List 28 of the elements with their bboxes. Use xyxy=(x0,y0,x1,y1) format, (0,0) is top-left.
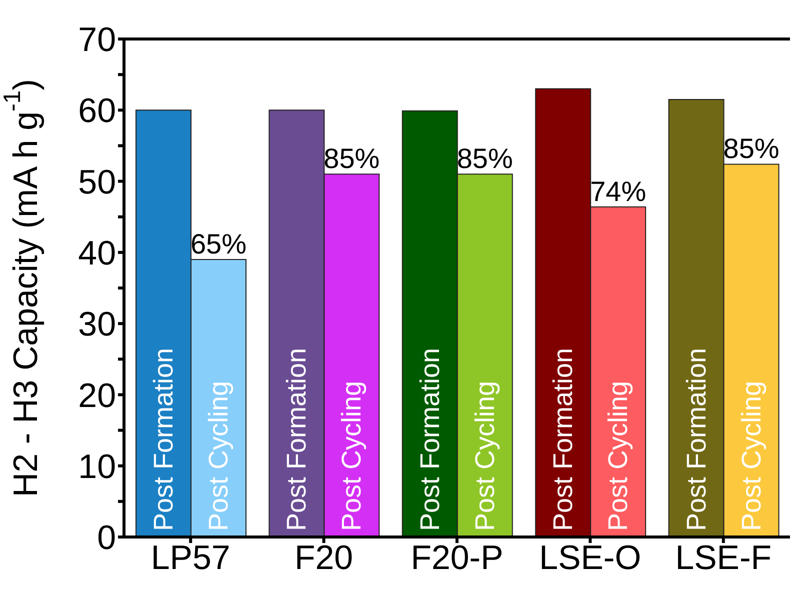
x-tick-label: LSE-O xyxy=(539,539,642,578)
text: Post Formation xyxy=(548,348,578,531)
annotation: 74% xyxy=(590,176,646,207)
series-label: Post Formation xyxy=(148,348,178,531)
annotation: 85% xyxy=(723,133,780,164)
series-label: Post Cycling xyxy=(203,380,234,531)
y-tick-label: 60 xyxy=(78,92,116,130)
annotation: 85% xyxy=(324,143,380,174)
y-tick-label: 0 xyxy=(97,519,116,558)
annotation: 85% xyxy=(456,143,513,174)
x-tick-label: LSE-F xyxy=(675,539,772,578)
y-tick-label: 70 xyxy=(78,21,116,60)
y-tick-label: 50 xyxy=(78,163,116,202)
text: Post Formation xyxy=(681,348,712,531)
text: Post Formation xyxy=(282,348,312,531)
x-tick-label: LP57 xyxy=(150,539,230,578)
y-tick-label: 40 xyxy=(78,234,116,272)
x-tick-label: F20 xyxy=(294,539,354,578)
x-tick-label: F20-P xyxy=(410,539,504,578)
y-tick-label: 20 xyxy=(78,376,116,415)
annotation: 65% xyxy=(190,228,247,260)
y-tick-label: 30 xyxy=(78,306,116,344)
text: Post Cycling xyxy=(603,380,634,531)
y-tick-label: 10 xyxy=(78,448,116,486)
text: Post Formation xyxy=(414,348,445,531)
text: Post Cycling xyxy=(336,380,367,531)
text: Post Cycling xyxy=(470,380,500,531)
text: Post Cycling xyxy=(736,380,766,531)
